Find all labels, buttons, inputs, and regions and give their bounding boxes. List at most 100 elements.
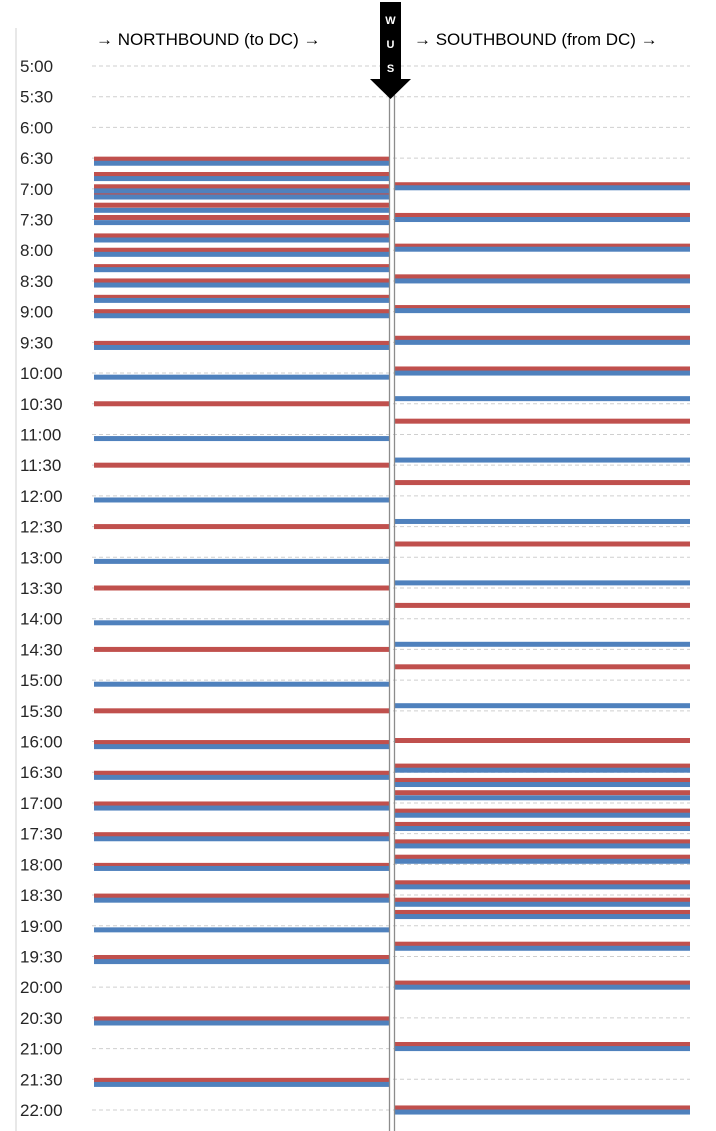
- southbound-train-bar: [395, 246, 690, 252]
- northbound-train-bar: [94, 436, 389, 442]
- northbound-train-bar: [94, 774, 389, 780]
- northbound-train-bar: [94, 160, 389, 166]
- southbound-train-bar: [395, 339, 690, 345]
- y-tick-label: 21:30: [20, 1070, 63, 1089]
- southbound-train-bar: [395, 1041, 690, 1047]
- northbound-train-bar: [94, 156, 389, 162]
- y-tick-label: 11:00: [20, 425, 61, 444]
- northbound-train-bar: [94, 194, 389, 200]
- northbound-train-bar: [94, 585, 389, 591]
- northbound-train-bar: [94, 1077, 389, 1083]
- northbound-train-bar: [94, 282, 389, 288]
- northbound-train-bar: [94, 267, 389, 273]
- y-tick-label: 10:30: [20, 395, 63, 414]
- northbound-train-bar: [94, 171, 389, 177]
- southbound-train-bar: [395, 945, 690, 951]
- y-tick-label: 13:00: [20, 548, 63, 567]
- southbound-train-bar: [395, 703, 690, 709]
- northbound-train-bar: [94, 897, 389, 903]
- northbound-train-bar: [94, 237, 389, 243]
- y-tick-label: 7:00: [20, 180, 53, 199]
- southbound-train-bar: [395, 980, 690, 986]
- y-tick-label: 18:00: [20, 855, 63, 874]
- southbound-train-bar: [395, 808, 690, 814]
- southbound-train-bar: [395, 767, 690, 773]
- y-tick-label: 10:00: [20, 364, 63, 383]
- y-tick-label: 18:30: [20, 886, 63, 905]
- northbound-train-bar: [94, 233, 389, 239]
- southbound-train-bar: [395, 418, 690, 424]
- y-tick-label: 19:00: [20, 917, 63, 936]
- northbound-train-bar: [94, 294, 389, 300]
- y-tick-label: 20:00: [20, 978, 63, 997]
- southbound-train-bar: [395, 839, 690, 845]
- northbound-train-bar: [94, 188, 389, 194]
- y-tick-label: 16:30: [20, 763, 63, 782]
- northbound-train-bar: [94, 497, 389, 503]
- y-tick-label: 12:00: [20, 487, 63, 506]
- southbound-train-bar: [395, 541, 690, 547]
- southbound-train-bar: [395, 457, 690, 463]
- y-tick-label: 19:30: [20, 947, 63, 966]
- northbound-train-bar: [94, 954, 389, 960]
- northbound-train-bar: [94, 681, 389, 687]
- y-tick-label: 17:00: [20, 794, 63, 813]
- southbound-train-bar: [395, 854, 690, 860]
- northbound-train-bar: [94, 401, 389, 407]
- northbound-train-bar: [94, 340, 389, 346]
- y-tick-label: 9:00: [20, 303, 53, 322]
- southbound-train-bar: [395, 366, 690, 372]
- y-tick-label: 12:30: [20, 518, 63, 537]
- southbound-train-bar: [395, 518, 690, 524]
- northbound-train-bar: [94, 220, 389, 226]
- northbound-train-bar: [94, 297, 389, 303]
- northbound-train-bar: [94, 247, 389, 253]
- southbound-train-bar: [395, 480, 690, 486]
- southbound-train-bar: [395, 335, 690, 341]
- southbound-train-bar: [395, 1046, 690, 1052]
- southbound-train-bar: [395, 664, 690, 670]
- southbound-train-bar: [395, 777, 690, 783]
- y-tick-label: 17:30: [20, 825, 63, 844]
- northbound-train-bar: [94, 184, 389, 190]
- northbound-train-bar: [94, 462, 389, 468]
- y-tick-label: 15:30: [20, 702, 63, 721]
- y-tick-label: 20:30: [20, 1009, 63, 1028]
- northbound-train-bar: [94, 744, 389, 750]
- southbound-train-bar: [395, 185, 690, 191]
- northbound-train-bar: [94, 524, 389, 530]
- station-marker-bar: [380, 2, 401, 82]
- y-tick-label: 6:00: [20, 118, 53, 137]
- train-bars: [94, 156, 690, 1115]
- southbound-train-bar: [395, 909, 690, 915]
- southbound-train-bar: [395, 602, 690, 608]
- southbound-train-bar: [395, 941, 690, 947]
- southbound-train-bar: [395, 641, 690, 647]
- southbound-header: → SOUTHBOUND (from DC) →: [414, 30, 658, 49]
- southbound-train-bar: [395, 858, 690, 864]
- y-tick-label: 13:30: [20, 579, 63, 598]
- southbound-train-bar: [395, 782, 690, 788]
- southbound-train-bar: [395, 738, 690, 744]
- y-tick-label: 7:30: [20, 211, 53, 230]
- y-tick-label: 9:30: [20, 333, 53, 352]
- southbound-train-bar: [395, 897, 690, 903]
- southbound-train-bar: [395, 580, 690, 586]
- southbound-train-bar: [395, 370, 690, 376]
- y-tick-label: 11:30: [20, 456, 61, 475]
- southbound-train-bar: [395, 1109, 690, 1115]
- southbound-train-bar: [395, 826, 690, 832]
- y-tick-label: 8:30: [20, 272, 53, 291]
- y-tick-label: 15:00: [20, 671, 63, 690]
- y-tick-label: 21:00: [20, 1040, 63, 1059]
- northbound-train-bar: [94, 207, 389, 213]
- southbound-train-bar: [395, 790, 690, 796]
- southbound-train-bar: [395, 217, 690, 223]
- y-tick-label: 5:30: [20, 88, 53, 107]
- northbound-train-bar: [94, 770, 389, 776]
- station-letter-2: U: [387, 39, 395, 51]
- northbound-train-bar: [94, 313, 389, 319]
- southbound-train-bar: [395, 812, 690, 818]
- northbound-train-bar: [94, 309, 389, 315]
